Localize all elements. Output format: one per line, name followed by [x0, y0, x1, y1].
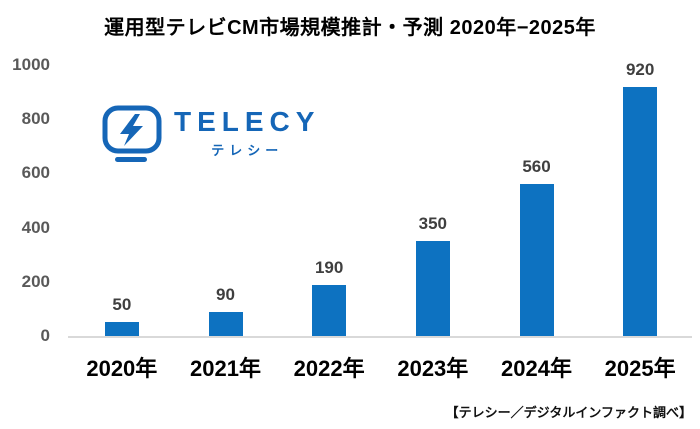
logo-name: TELECY — [174, 106, 321, 137]
x-axis-category-label: 2025年 — [604, 356, 676, 381]
bar — [104, 322, 139, 336]
bar-value-label: 50 — [112, 295, 132, 315]
x-axis-category-label: 2020年 — [86, 356, 158, 381]
y-axis-tick-label: 600 — [21, 163, 50, 183]
y-axis-tick-label: 0 — [40, 326, 50, 345]
y-axis-tick-label: 200 — [21, 271, 50, 291]
y-axis-tick-label: 400 — [21, 217, 50, 237]
bar-value-label: 920 — [625, 59, 655, 79]
logo-wordmark: TELECY テレシー — [174, 103, 320, 159]
lightning-bolt-icon — [120, 114, 143, 146]
tv-screen-outline — [102, 105, 162, 154]
bar-value-label: 350 — [418, 214, 448, 234]
x-axis-category-label: 2021年 — [190, 356, 261, 381]
x-axis-category-label: 2022年 — [293, 356, 365, 381]
bar-value-label: 560 — [522, 157, 551, 177]
x-axis-line — [68, 336, 692, 338]
bar-value-label: 90 — [216, 284, 235, 304]
chart-title: 運用型テレビCM市場規模推計・予測 2020年−2025年 — [104, 17, 596, 39]
logo-subtitle: テレシー — [211, 143, 284, 158]
tv-stand — [115, 157, 147, 162]
telecy-logo: TELECY テレシー — [100, 103, 320, 165]
bar-value-label: 190 — [314, 257, 344, 277]
bar — [519, 184, 554, 336]
tv-icon — [102, 105, 162, 162]
bar — [208, 311, 243, 336]
x-axis-category-label: 2023年 — [397, 356, 469, 381]
y-axis-tick-label: 800 — [21, 109, 50, 129]
x-axis-category-label: 2024年 — [501, 356, 572, 381]
bar — [623, 86, 658, 336]
y-axis-tick-label: 1000 — [12, 55, 50, 74]
source-note: 【テレシー／デジタルインファクト調べ】 — [445, 405, 692, 420]
bar — [415, 241, 450, 336]
bar — [312, 284, 347, 336]
